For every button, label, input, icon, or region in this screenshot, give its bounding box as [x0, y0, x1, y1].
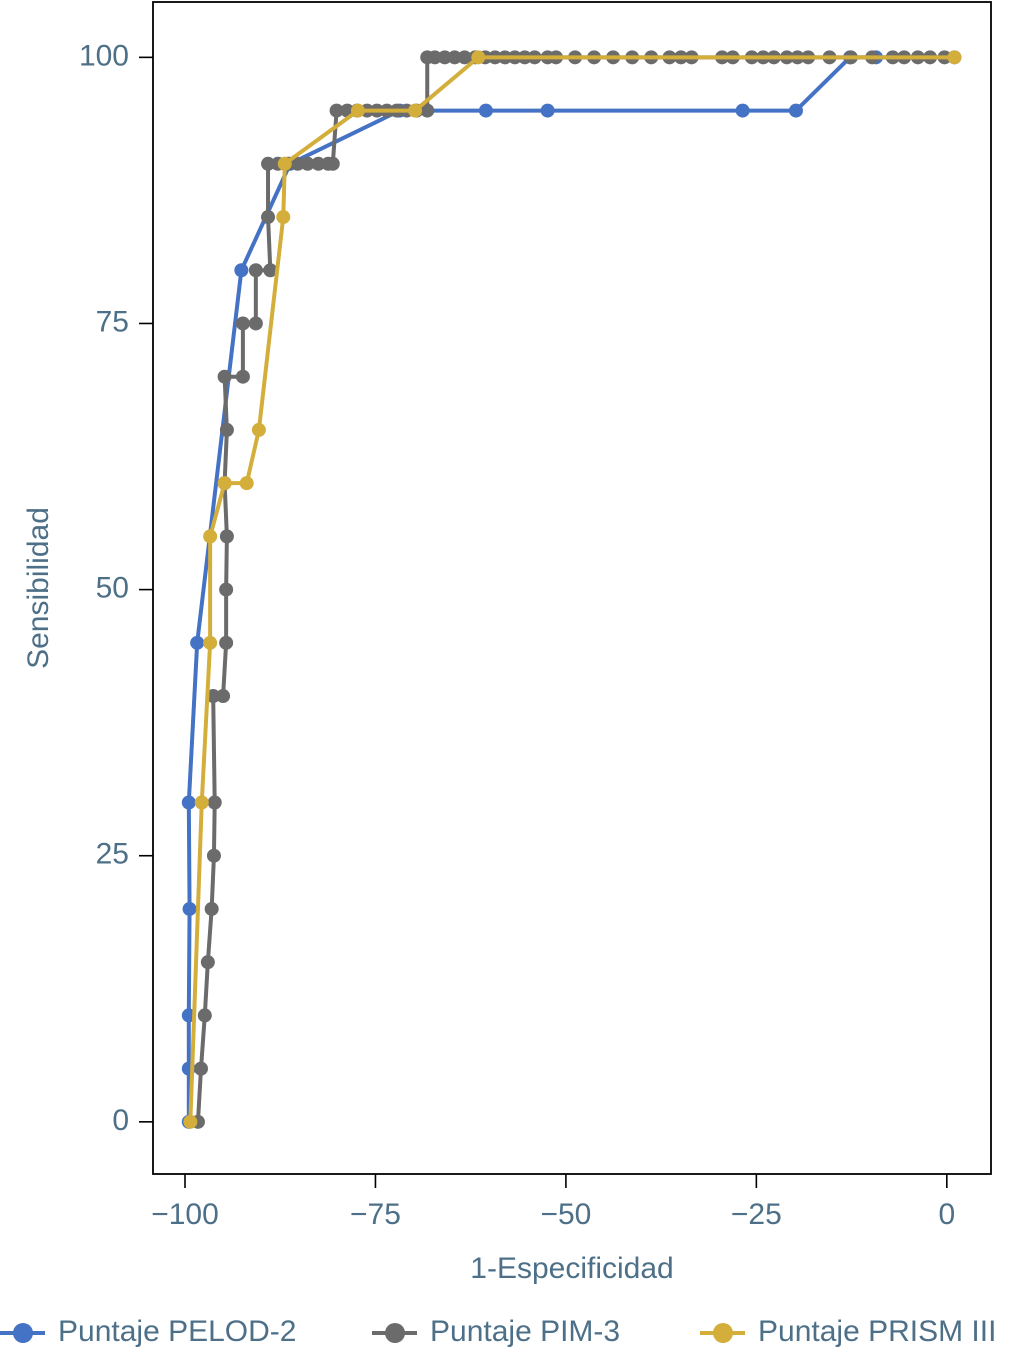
data-point — [325, 156, 340, 171]
data-point — [190, 635, 205, 650]
data-point — [217, 476, 232, 491]
x-tick-label: −75 — [350, 1198, 401, 1231]
data-point — [290, 156, 305, 171]
data-point — [251, 422, 266, 437]
data-point — [263, 263, 278, 278]
legend-label: Puntaje PRISM III — [758, 1315, 996, 1348]
data-point — [788, 103, 803, 118]
data-point — [447, 50, 462, 65]
data-point — [300, 156, 315, 171]
data-point — [194, 795, 209, 810]
data-point — [219, 422, 234, 437]
data-point — [182, 901, 197, 916]
y-tick-label: 75 — [96, 305, 129, 338]
x-tick-label: −50 — [540, 1198, 591, 1231]
data-point — [206, 689, 221, 704]
x-tick-label: −100 — [151, 1198, 219, 1231]
data-point — [235, 369, 250, 384]
legend-label: Puntaje PIM-3 — [430, 1315, 620, 1348]
y-axis-label: Sensibilidad — [22, 507, 55, 669]
data-point — [350, 103, 365, 118]
data-point — [947, 50, 962, 65]
data-point — [200, 955, 215, 970]
x-tick-label: 0 — [938, 1198, 955, 1231]
data-point — [235, 316, 250, 331]
data-point — [183, 1114, 198, 1129]
data-point — [203, 635, 218, 650]
data-point — [206, 848, 221, 863]
series-line — [195, 55, 945, 1122]
data-point — [248, 316, 263, 331]
data-point — [203, 529, 218, 544]
legend-label: Puntaje PELOD-2 — [58, 1315, 296, 1348]
data-point — [239, 476, 254, 491]
data-point — [193, 1061, 208, 1076]
data-point — [216, 689, 231, 704]
data-point — [478, 103, 493, 118]
y-tick-label: 25 — [96, 838, 129, 871]
data-point — [248, 263, 263, 278]
data-point — [234, 263, 249, 278]
data-point — [408, 103, 423, 118]
data-point — [437, 50, 452, 65]
data-point — [207, 795, 222, 810]
y-tick-label: 100 — [79, 39, 129, 72]
data-point — [197, 1008, 212, 1023]
data-point — [420, 103, 435, 118]
data-point — [217, 369, 232, 384]
data-point — [471, 50, 486, 65]
data-point — [276, 210, 291, 225]
data-point — [219, 582, 234, 597]
legend-marker — [713, 1323, 733, 1343]
data-point — [735, 103, 750, 118]
data-point — [219, 635, 234, 650]
data-point — [427, 50, 442, 65]
legend-marker — [385, 1323, 405, 1343]
series-line — [188, 55, 955, 1122]
x-tick-label: −25 — [731, 1198, 782, 1231]
legend-marker — [13, 1323, 33, 1343]
data-point — [311, 156, 326, 171]
data-point — [329, 103, 344, 118]
data-point — [219, 529, 234, 544]
series-line — [186, 55, 955, 1122]
data-point — [261, 210, 276, 225]
data-point — [540, 103, 555, 118]
y-tick-label: 0 — [112, 1104, 129, 1137]
data-point — [261, 156, 276, 171]
plot-frame — [152, 1, 992, 1175]
data-point — [181, 795, 196, 810]
data-point — [204, 901, 219, 916]
data-point — [457, 50, 472, 65]
x-axis-label: 1-Especificidad — [470, 1252, 673, 1285]
data-point — [277, 156, 292, 171]
y-tick-label: 50 — [96, 572, 129, 605]
